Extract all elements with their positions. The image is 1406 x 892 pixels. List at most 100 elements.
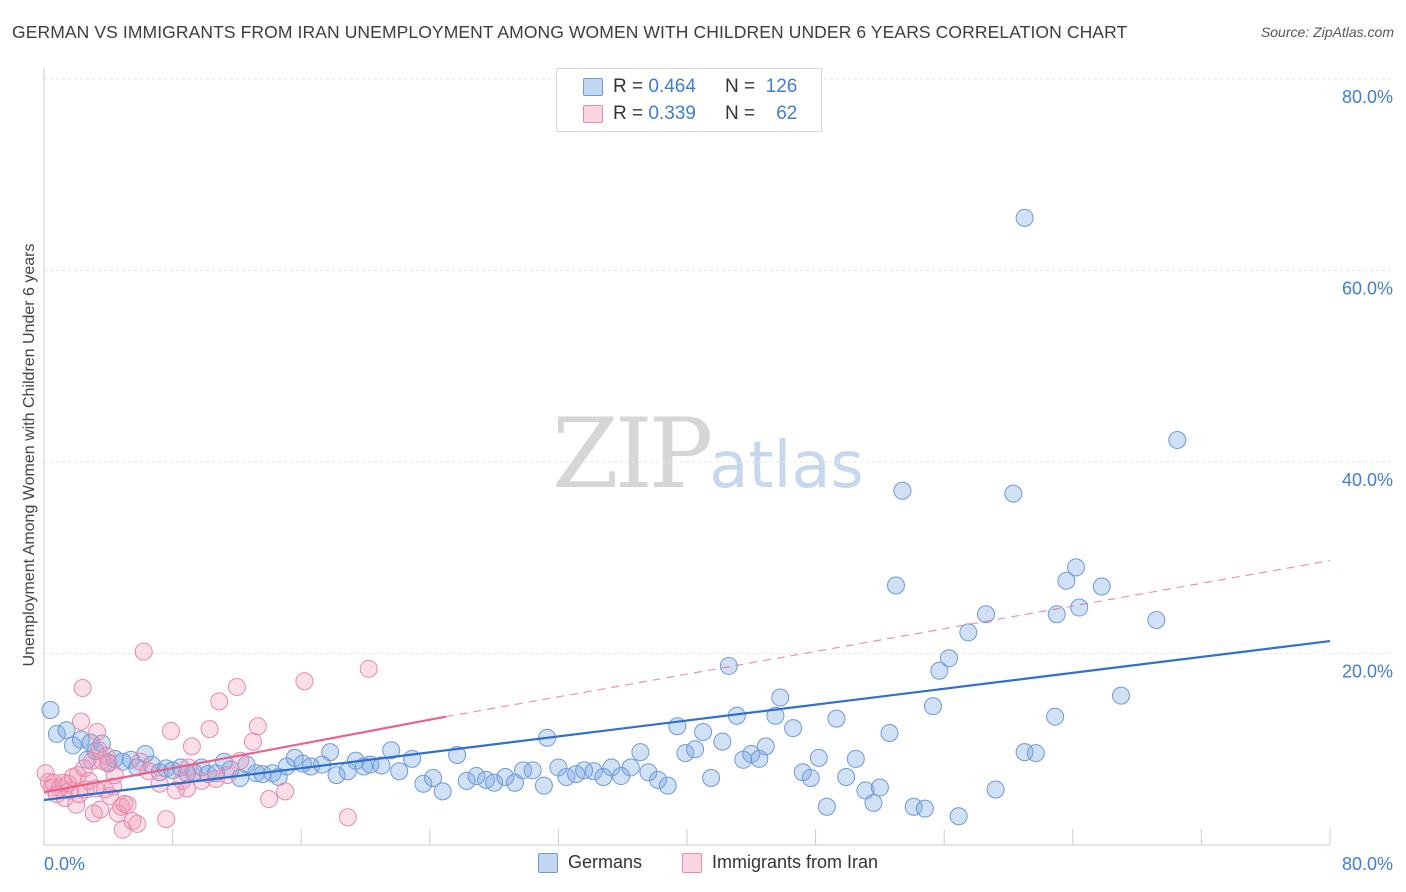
iran-point [91, 800, 110, 819]
germans-point [1047, 605, 1066, 624]
iran-point [123, 812, 142, 831]
germans-point [976, 605, 995, 624]
germans-point [837, 768, 856, 787]
correlation-legend: R = 0.464 N = 126 R = 0.339 N = 62 [556, 68, 822, 132]
iran-legend-swatch-icon [682, 852, 702, 873]
germans-point [514, 761, 533, 780]
germans-point [57, 721, 76, 740]
iran-swatch-icon [583, 105, 603, 123]
germans-point [414, 774, 433, 793]
germans-point [390, 762, 409, 781]
germans-point [930, 661, 949, 680]
germans-point [846, 749, 865, 768]
germans-point [1015, 208, 1034, 227]
iran-point [178, 779, 197, 798]
legend-n-label: N = [724, 76, 756, 97]
legend-r-label: R = [613, 103, 644, 124]
y-axis-label: Unemployment Among Women with Children U… [21, 243, 38, 667]
germans-point [870, 778, 889, 797]
legend-row-germans: R = 0.464 N = 126 [583, 75, 797, 99]
germans-swatch-icon [583, 78, 603, 96]
bottom-legend-iran: Immigrants from Iran [682, 852, 878, 873]
germans-point [382, 741, 401, 760]
germans-point [128, 758, 147, 777]
germans-point [372, 756, 391, 775]
germans-point [756, 737, 775, 756]
germans-point [354, 757, 373, 776]
germans-point [433, 782, 452, 801]
germans-point [694, 723, 713, 742]
germans-point [1004, 484, 1023, 503]
germans-point [1067, 558, 1086, 577]
germans-point [809, 748, 828, 767]
germans-point [771, 688, 790, 707]
germans-point [1168, 430, 1187, 449]
y-tick-label: 80.0% [1342, 87, 1393, 107]
germans-point [534, 776, 553, 795]
iran-point [150, 774, 169, 793]
germans-point [864, 793, 883, 812]
iran-point [71, 712, 90, 731]
germans-point [496, 768, 515, 787]
germans-point [1046, 707, 1065, 726]
germans-point [457, 771, 476, 790]
germans-point [575, 761, 594, 780]
chart-title: GERMAN VS IMMIGRANTS FROM IRAN UNEMPLOYM… [12, 22, 1128, 42]
iran-point [68, 766, 87, 785]
legend-r-value: 0.339 [648, 103, 696, 124]
germans-point [940, 649, 959, 668]
legend-n-value: 126 [765, 76, 798, 97]
watermark: ZIPatlas [552, 398, 864, 510]
germans-point [949, 807, 968, 826]
germans-point [915, 799, 934, 818]
germans-point [327, 766, 346, 785]
watermark-atlas: atlas [709, 429, 864, 503]
iran-point [359, 659, 378, 678]
iran-point [210, 692, 229, 711]
iran-point [260, 790, 279, 809]
germans-point [584, 762, 603, 781]
germans-legend-swatch-icon [538, 852, 558, 873]
iran-trend-extension [445, 560, 1331, 718]
germans-point [467, 767, 486, 786]
germans-trend-line [43, 639, 1331, 802]
germans-point [424, 768, 443, 787]
x-tick-label: 80.0% [1342, 854, 1393, 874]
germans-point [880, 723, 899, 742]
germans-point [1026, 744, 1045, 763]
x-tick-label: 0.0% [44, 854, 85, 874]
germans-point [649, 770, 668, 789]
iran-point [338, 808, 357, 827]
germans-point [1070, 598, 1089, 617]
y-tick-label: 20.0% [1342, 662, 1393, 682]
germans-point [959, 623, 978, 642]
bottom-legend-germans-label: Germans [568, 852, 643, 872]
germans-point [485, 773, 504, 792]
germans-point [923, 697, 942, 716]
iran-point [128, 814, 147, 833]
iran-point [118, 795, 137, 814]
legend-r-label: R = [613, 76, 644, 97]
source-label: Source: ZipAtlas.com [1260, 24, 1394, 40]
iran-point [73, 678, 92, 697]
legend-row-iran: R = 0.339 N = 62 [583, 102, 797, 126]
germans-point [47, 724, 66, 743]
germans-point [676, 744, 695, 763]
iran-point [276, 782, 295, 801]
watermark-zip: ZIP [552, 398, 713, 510]
germans-point [686, 740, 705, 759]
iran-point [99, 754, 118, 773]
iran-point [134, 642, 153, 661]
germans-point [1112, 686, 1131, 705]
germans-point [784, 719, 803, 738]
germans-point [986, 780, 1005, 799]
iran-point [88, 723, 107, 742]
iran-point [182, 737, 201, 756]
iran-point [161, 722, 180, 741]
germans-point [817, 797, 836, 816]
germans-point [621, 758, 640, 777]
germans-point [713, 732, 732, 751]
germans-point [801, 768, 820, 787]
germans-point [1057, 571, 1076, 590]
